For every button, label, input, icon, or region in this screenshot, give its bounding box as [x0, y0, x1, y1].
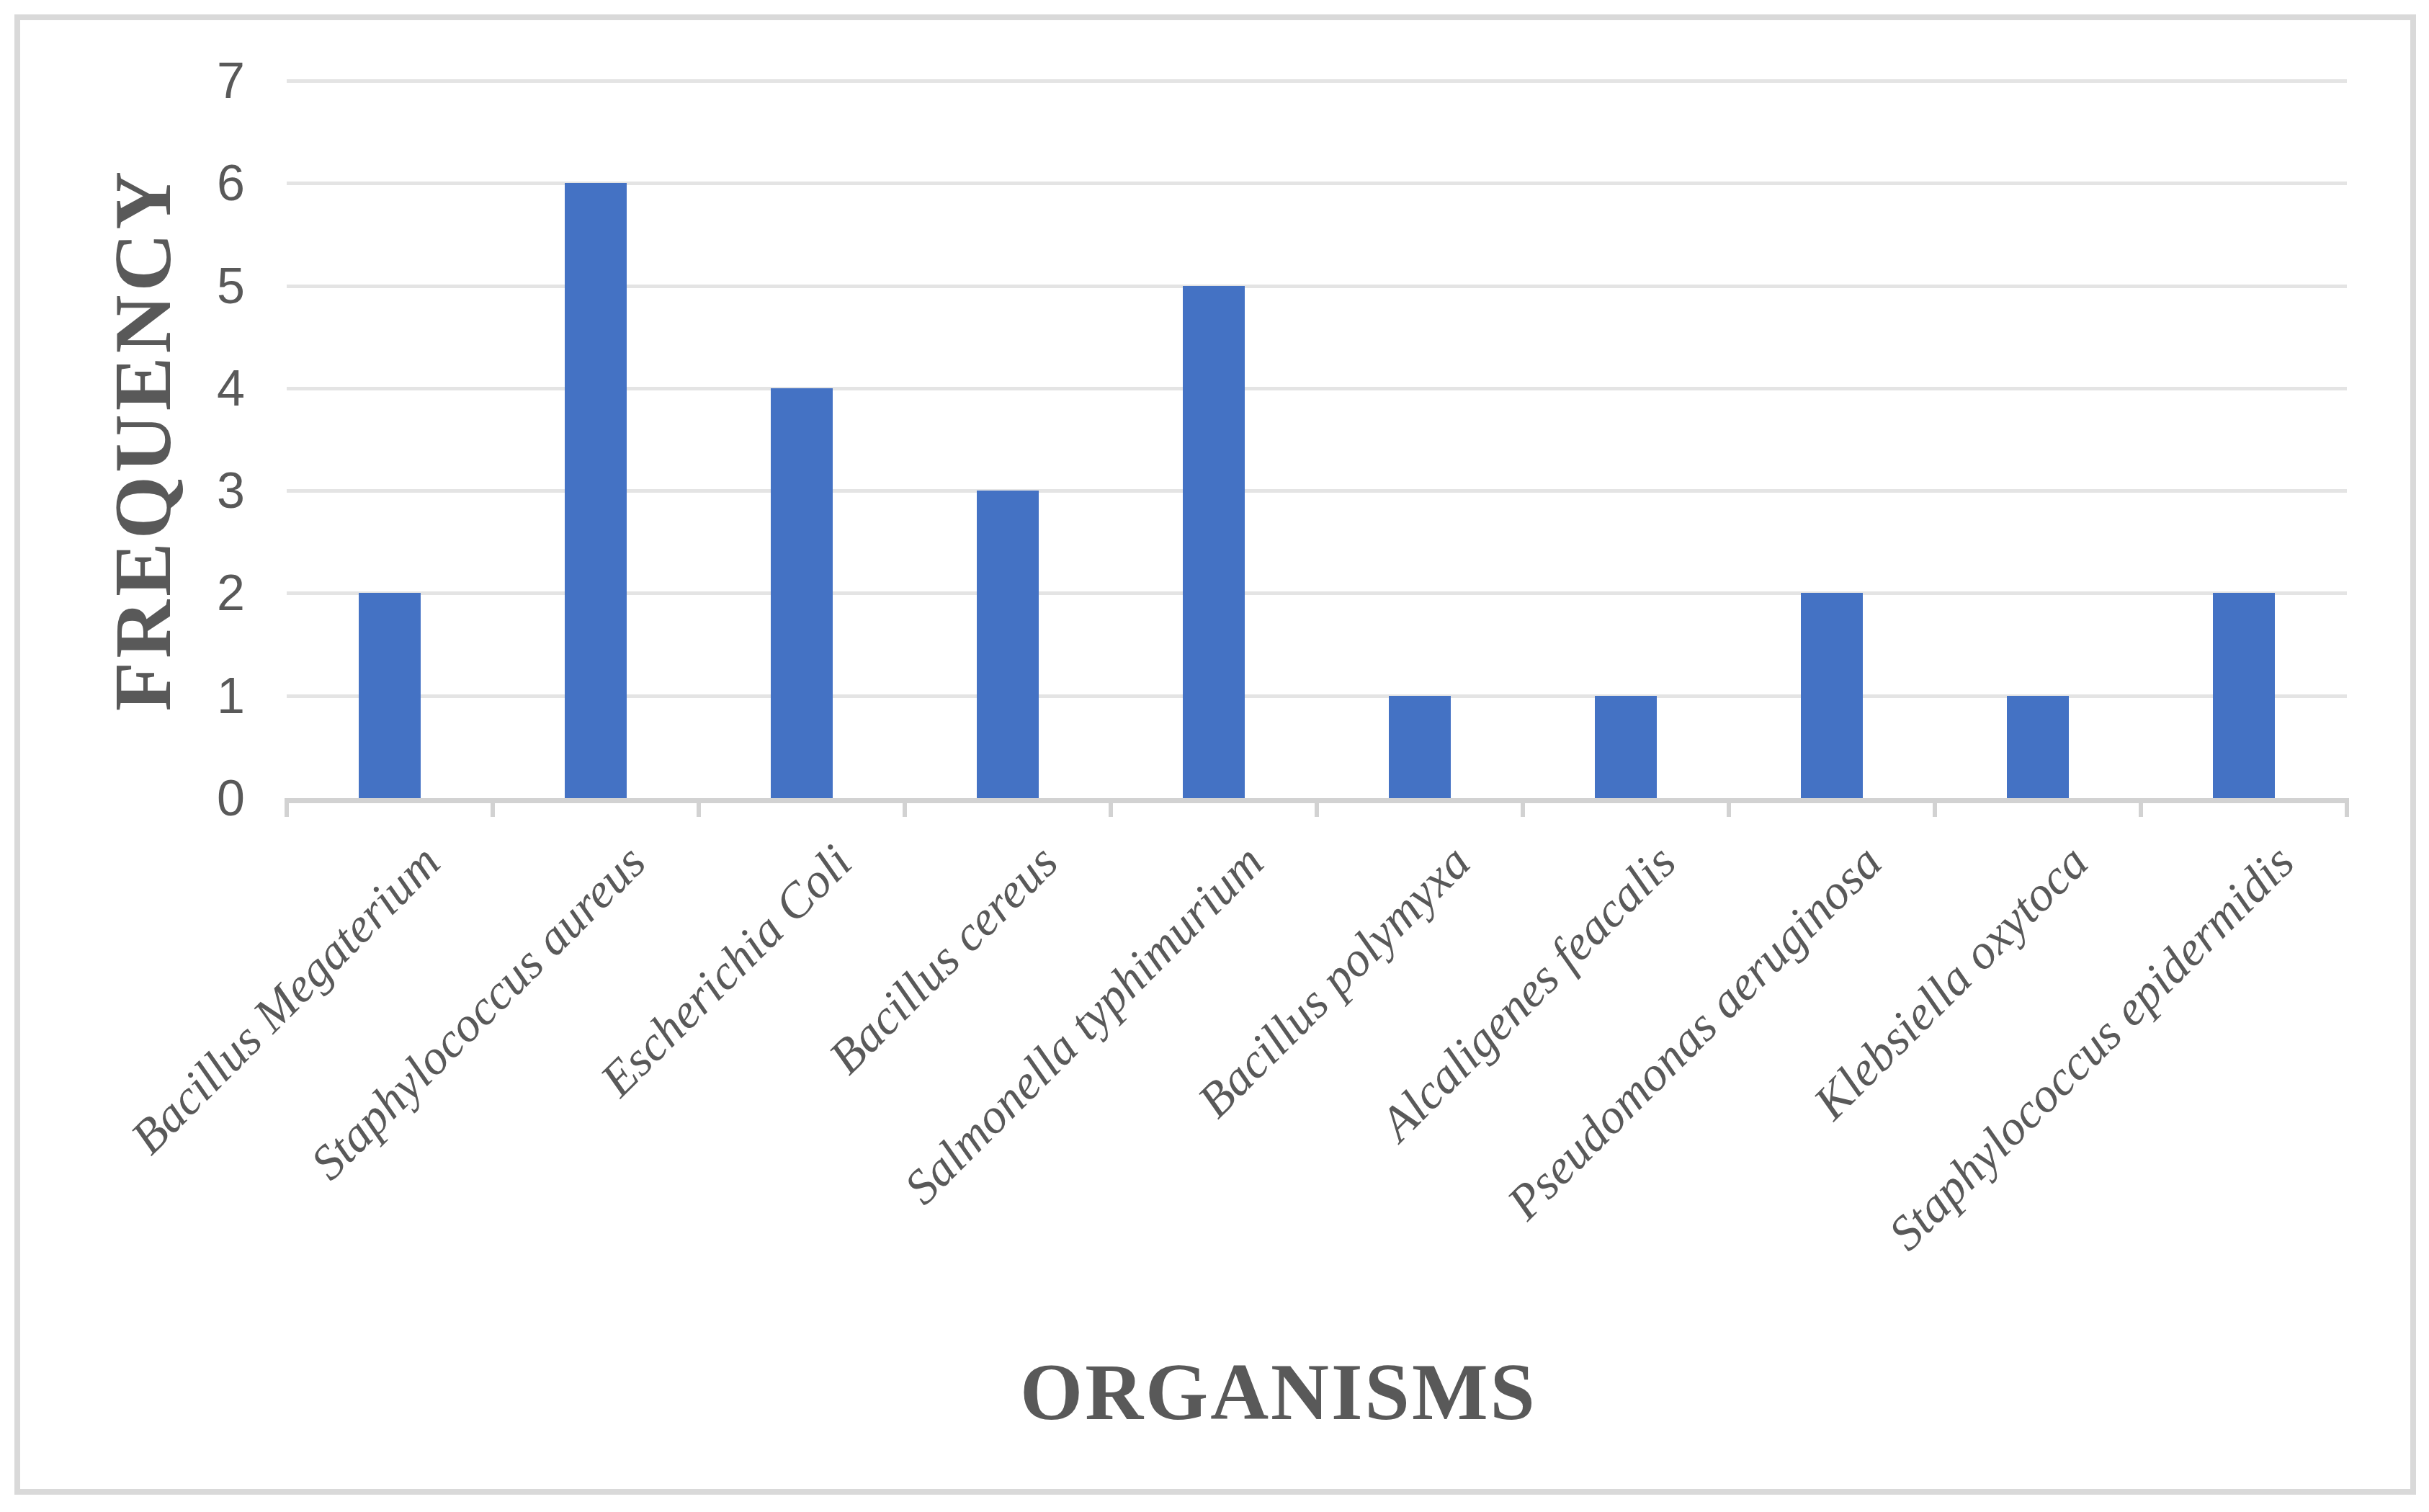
gridline-y7	[287, 79, 2347, 83]
x-axis-tick-2	[697, 798, 701, 817]
bar-bacillus-cereus	[977, 491, 1039, 798]
x-axis-tick-6	[1521, 798, 1525, 817]
bar-bacillus-megaterium	[359, 593, 421, 798]
bar-bacillus-polymyxa	[1389, 696, 1451, 798]
y-tick-label-7: 7	[101, 55, 245, 107]
bar-chart-figure: 01234567Bacillus MegateriumStaphylococcu…	[0, 0, 2429, 1512]
bar-alcaligenes-feacalis	[1595, 696, 1657, 798]
x-axis-tick-10	[2345, 798, 2349, 817]
bar-staphylococcus-aureus	[565, 183, 627, 798]
x-axis-tick-7	[1727, 798, 1731, 817]
x-axis-tick-0	[285, 798, 289, 817]
x-axis-tick-5	[1315, 798, 1319, 817]
x-axis-title: ORGANISMS	[1020, 1346, 1537, 1439]
bar-escherichia-coli	[771, 388, 833, 798]
x-axis-tick-4	[1109, 798, 1113, 817]
y-axis-title: FREQUENCY	[97, 168, 189, 711]
bar-salmonella-typhimurium	[1183, 286, 1245, 798]
bar-pseudomonas-aeruginosa	[1801, 593, 1863, 798]
x-axis-tick-8	[1933, 798, 1937, 817]
bar-klebsiella-oxytoca	[2007, 696, 2069, 798]
y-tick-label-0: 0	[101, 772, 245, 824]
x-axis-tick-9	[2139, 798, 2143, 817]
x-axis-tick-1	[491, 798, 495, 817]
bar-staphylococcus-epidermidis	[2213, 593, 2275, 798]
x-axis-tick-3	[903, 798, 907, 817]
